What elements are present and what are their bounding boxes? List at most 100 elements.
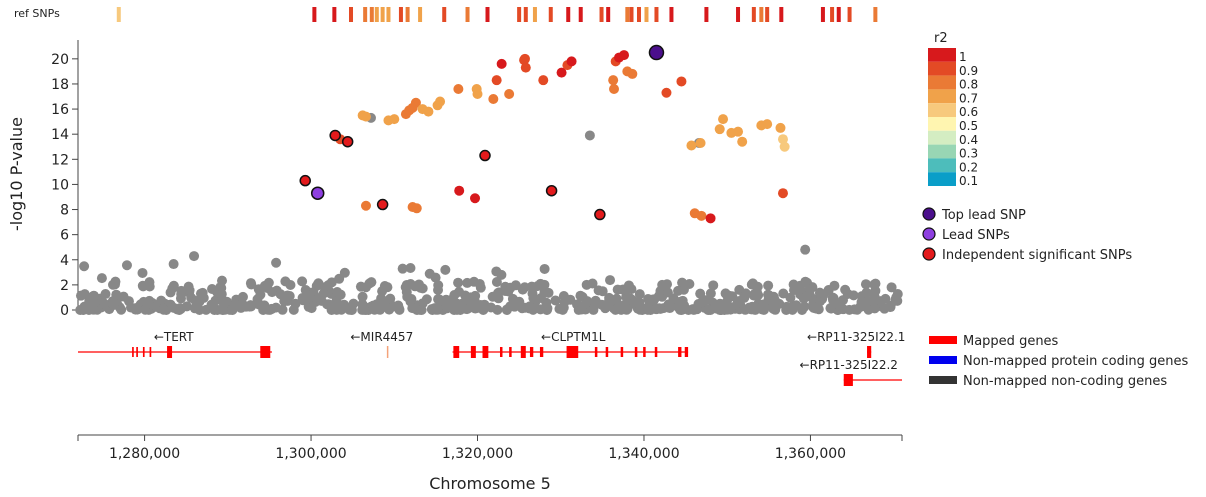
background-snp xyxy=(333,299,344,310)
ref-snp-tick xyxy=(532,7,537,22)
r2-legend-title: r2 xyxy=(934,31,948,46)
gene-legend-label: Non-mapped protein coding genes xyxy=(963,354,1189,369)
r2-legend-swatch xyxy=(928,61,956,76)
background-snp xyxy=(535,304,546,315)
gene-label: ←RP11-325I22.2 xyxy=(800,358,898,372)
background-snp xyxy=(708,280,719,291)
background-snp xyxy=(88,298,99,309)
r2-legend-label: 0.6 xyxy=(959,105,978,119)
background-snp xyxy=(183,284,194,295)
background-snp xyxy=(430,272,441,283)
background-snp xyxy=(674,297,685,308)
gene-exon xyxy=(529,347,534,357)
background-snp xyxy=(264,304,275,315)
background-snp xyxy=(469,276,480,287)
r2-legend-swatch xyxy=(928,48,956,62)
ref-snp-tick xyxy=(312,7,317,22)
ref-snp-tick xyxy=(820,7,825,22)
ref-snp-tick xyxy=(636,7,641,22)
ref-snp-tick xyxy=(669,7,674,22)
r2-legend-label: 0.7 xyxy=(959,91,978,105)
y-tick-label: 8 xyxy=(60,203,69,219)
background-snp xyxy=(785,292,796,303)
gene-exon xyxy=(594,347,598,357)
top_lead-snp xyxy=(648,44,665,61)
background-snp xyxy=(397,263,408,274)
background-snp xyxy=(284,291,295,302)
background-snp xyxy=(673,285,684,296)
ref-snp-tick xyxy=(625,7,630,22)
background-snp xyxy=(703,294,714,305)
r2-legend-swatch xyxy=(928,103,956,117)
background-snp xyxy=(528,293,539,304)
gene-label: ←MIR4457 xyxy=(350,330,413,344)
gene-track: ←TERT ←MIR4457 ←CLPTM1L ←RP11-325I22.1 ←RP11… xyxy=(78,330,905,386)
background-snp xyxy=(539,279,550,290)
background-snp xyxy=(860,279,871,290)
background-snp xyxy=(525,302,536,313)
snp-legend-label: Independent significant SNPs xyxy=(942,248,1132,263)
y-tick-label: 16 xyxy=(51,102,69,118)
background-snp xyxy=(137,267,148,278)
ref-snp-tick xyxy=(116,7,121,22)
background-snp xyxy=(405,262,416,273)
background-snp xyxy=(575,290,586,301)
ld-snp xyxy=(538,75,549,86)
independent-snp xyxy=(299,174,311,187)
background-snp xyxy=(692,304,703,315)
background-snp xyxy=(863,296,874,307)
ld-snp xyxy=(504,89,515,99)
r2-legend-swatch xyxy=(928,144,956,159)
gene-exon xyxy=(654,347,658,357)
background-snp xyxy=(369,304,380,315)
gene-exon xyxy=(867,346,872,358)
ref-snp-tick xyxy=(736,7,741,22)
background-snp xyxy=(78,304,89,315)
r2-legend-label: 0.2 xyxy=(959,160,978,174)
ld-snp xyxy=(762,119,773,130)
ld-snp xyxy=(435,96,446,107)
background-snp xyxy=(814,287,825,298)
ref-snp-tick xyxy=(442,7,447,22)
ld-snp xyxy=(661,87,672,98)
background-snp xyxy=(725,304,736,315)
background-snp xyxy=(597,286,608,297)
ref-snp-tick xyxy=(349,7,354,22)
background-snp xyxy=(227,304,238,315)
ref-snp-tick xyxy=(606,7,611,22)
background-snp xyxy=(496,269,507,280)
background-snp xyxy=(813,304,824,315)
background-snp xyxy=(886,282,897,293)
background-snp xyxy=(311,280,322,291)
gene-legend-label: Non-mapped non-coding genes xyxy=(963,374,1167,389)
background-snp xyxy=(536,293,547,304)
background-snp xyxy=(440,264,451,275)
ref-snp-tick xyxy=(578,7,583,22)
background-snp xyxy=(235,302,246,313)
independent-snp xyxy=(341,135,354,148)
background-snp xyxy=(890,294,901,305)
background-snp xyxy=(99,298,110,309)
snp-legend-label: Top lead SNP xyxy=(941,208,1026,223)
background-snp xyxy=(280,276,291,287)
ref-snp-tick xyxy=(704,7,709,22)
x-tick-label: 1,280,000 xyxy=(109,446,180,462)
x-tick-label: 1,320,000 xyxy=(442,446,513,462)
r2-legend-label: 0.9 xyxy=(959,64,978,78)
snp-legend-marker xyxy=(922,207,936,221)
background-snp xyxy=(121,260,132,271)
r2-legend-swatch xyxy=(928,158,956,173)
independent-snp xyxy=(479,149,491,162)
background-snp xyxy=(611,293,622,304)
background-snp xyxy=(800,244,811,255)
ref-snps-track xyxy=(116,7,878,22)
ld-snp xyxy=(360,111,371,122)
background-snp xyxy=(326,277,337,288)
ref-snp-tick xyxy=(566,7,571,22)
gene-exon xyxy=(634,347,638,357)
r2-legend-swatch xyxy=(928,130,956,145)
background-snp xyxy=(584,130,595,141)
background-snp xyxy=(675,304,686,315)
ref-snp-tick xyxy=(779,7,784,22)
background-snp xyxy=(143,298,154,309)
